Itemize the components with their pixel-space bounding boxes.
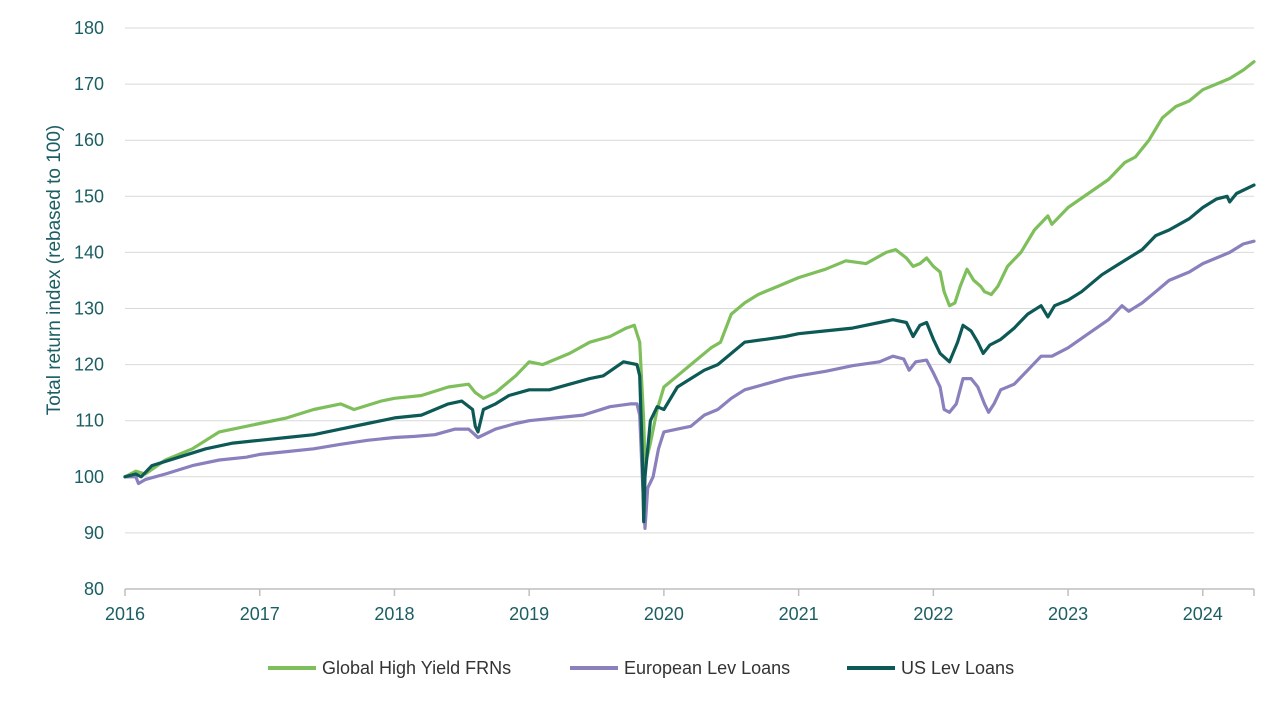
x-axis-ticks: 2016 2017 2018 2019 2020 2021 2022 2023 2024 <box>105 589 1255 624</box>
y-tick-label: 180 <box>74 18 104 38</box>
x-tick-label: 2020 <box>644 604 684 624</box>
series-line-2 <box>123 183 1256 524</box>
x-tick-label: 2016 <box>105 604 145 624</box>
series-line-0 <box>123 60 1256 479</box>
y-tick-label: 80 <box>84 579 104 599</box>
y-tick-label: 120 <box>74 355 104 375</box>
legend-label: European Lev Loans <box>624 658 790 678</box>
series-line-1 <box>123 239 1256 530</box>
y-tick-label: 130 <box>74 299 104 319</box>
y-tick-label: 140 <box>74 242 104 262</box>
legend-label: US Lev Loans <box>901 658 1014 678</box>
x-tick-label: 2024 <box>1183 604 1223 624</box>
y-axis-title: Total return index (rebased to 100) <box>44 125 65 415</box>
gridlines <box>125 27 1254 534</box>
series-lines <box>123 60 1256 530</box>
y-tick-label: 100 <box>74 467 104 487</box>
legend: Global High Yield FRNs European Lev Loans… <box>268 658 1014 678</box>
x-tick-label: 2022 <box>913 604 953 624</box>
y-tick-label: 110 <box>75 411 104 431</box>
y-tick-label: 150 <box>74 186 104 206</box>
y-tick-label: 90 <box>84 523 104 543</box>
x-tick-label: 2021 <box>779 604 819 624</box>
x-tick-label: 2017 <box>240 604 280 624</box>
y-tick-label: 160 <box>74 130 104 150</box>
x-tick-label: 2019 <box>509 604 549 624</box>
x-tick-label: 2018 <box>374 604 414 624</box>
y-axis-ticks: 80 90 100 110 120 130 140 150 160 170 180 <box>74 18 104 599</box>
legend-label: Global High Yield FRNs <box>322 658 511 678</box>
x-tick-label: 2023 <box>1048 604 1088 624</box>
y-tick-label: 170 <box>74 74 104 94</box>
